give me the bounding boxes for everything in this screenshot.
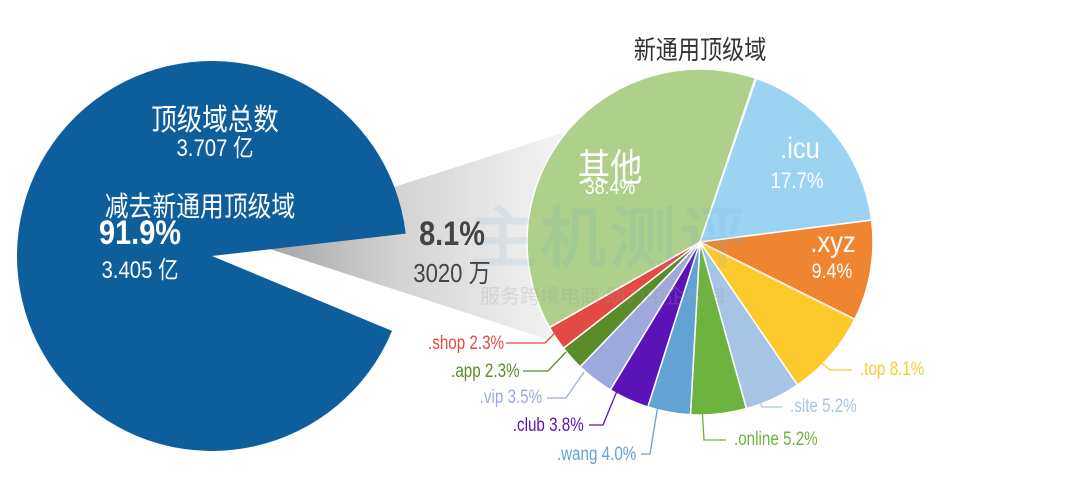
- slice-top: [697, 240, 856, 386]
- watermark-logo: 主机测评: [470, 201, 750, 275]
- label-icu-name: .icu: [780, 132, 820, 165]
- leader-online: [701, 405, 726, 441]
- slice-remaining: [17, 61, 406, 452]
- leader-club: [589, 390, 618, 426]
- label-other-name: 其他: [577, 148, 643, 190]
- slice-icu: [698, 77, 873, 243]
- total-value: 3.707 亿: [176, 135, 254, 162]
- label-site: .site 5.2%: [790, 396, 857, 417]
- split-pct: 8.1%: [419, 215, 485, 253]
- label-vip: .vip 3.5%: [479, 387, 542, 408]
- leader-site: [754, 389, 782, 408]
- label-xyz-name: .xyz: [810, 226, 856, 259]
- leader-shop: [506, 331, 557, 344]
- label-wang: .wang 4.0%: [556, 444, 636, 465]
- leader-wang: [641, 404, 659, 455]
- remain-value: 3.405 亿: [101, 257, 179, 284]
- slice-xyz: [697, 219, 874, 321]
- split-value: 3020 万: [413, 258, 491, 288]
- label-other-pct: 38.4%: [584, 176, 636, 199]
- leader-lines: [506, 331, 852, 455]
- leader-app: [523, 351, 567, 372]
- label-online: .online 5.2%: [734, 429, 818, 450]
- label-top: .top 8.1%: [860, 359, 925, 380]
- remain-pct: 91.9%: [99, 214, 181, 252]
- total-label: 顶级域总数: [151, 104, 279, 137]
- label-app: .app 2.3%: [451, 361, 520, 382]
- right-pie-title: 新通用顶级域: [633, 35, 767, 65]
- label-xyz-pct: 9.4%: [811, 260, 853, 283]
- remain-label: 减去新通用顶级域: [104, 191, 296, 222]
- connector-wedge: [236, 132, 565, 345]
- label-club: .club 3.8%: [513, 415, 584, 436]
- label-shop: .shop 2.3%: [427, 333, 504, 354]
- slice-other: [526, 68, 757, 329]
- leader-top: [807, 351, 852, 371]
- watermark-slogan: 服务跨境电商 助力中企出海: [480, 286, 726, 308]
- label-icu-pct: 17.7%: [770, 168, 824, 193]
- leader-vip: [547, 371, 585, 399]
